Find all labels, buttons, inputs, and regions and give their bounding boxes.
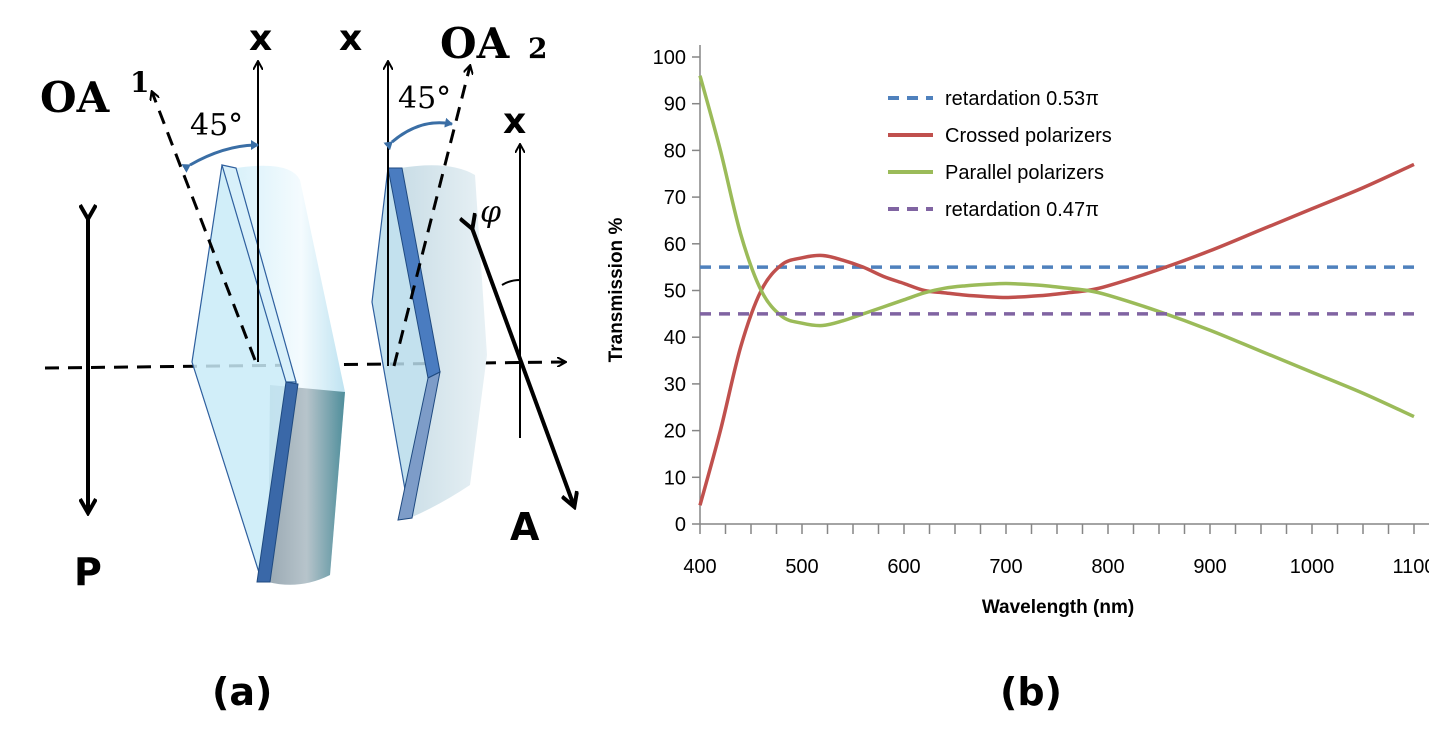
legend-label: retardation 0.53π xyxy=(945,88,1099,110)
optical-setup-diagram: P x x x OA 1 OA 2 45° 45° φ A (a) xyxy=(40,18,600,714)
y-tick-label: 40 xyxy=(664,327,686,349)
x-axis-label-2: x xyxy=(339,18,362,59)
optic-axis-1-subscript: 1 xyxy=(130,66,149,99)
series-line-parallel-polarizers xyxy=(698,75,1415,419)
x-tick-label: 1000 xyxy=(1290,556,1335,578)
x-tick-label: 500 xyxy=(785,556,818,578)
x-tick-label: 700 xyxy=(989,556,1022,578)
panel-label-a: (a) xyxy=(212,670,272,714)
analyzer-arrow xyxy=(472,228,574,506)
polarizer-label: P xyxy=(74,550,102,594)
legend-label: Parallel polarizers xyxy=(945,162,1104,184)
y-tick-label: 90 xyxy=(664,94,686,116)
y-tick-label: 30 xyxy=(664,374,686,396)
y-tick-label: 70 xyxy=(664,187,686,209)
x-tick-label: 1100 xyxy=(1392,556,1429,578)
x-tick-label: 400 xyxy=(683,556,716,578)
y-tick-label: 0 xyxy=(675,514,686,536)
y-tick-label: 60 xyxy=(664,234,686,256)
x-axis-label-3: x xyxy=(503,101,526,142)
x-tick-label: 600 xyxy=(887,556,920,578)
legend-label: Crossed polarizers xyxy=(945,125,1112,147)
angle-arc-1 xyxy=(181,140,259,173)
x-tick-label: 900 xyxy=(1193,556,1226,578)
panel-label-b: (b) xyxy=(1000,670,1062,714)
x-tick-label: 800 xyxy=(1091,556,1124,578)
x-axis-title: Wavelength (nm) xyxy=(982,597,1134,618)
angle-arc-2 xyxy=(383,117,453,151)
analyzer-label: A xyxy=(510,505,540,549)
phi-arc xyxy=(501,279,521,286)
angle-label-2: 45° xyxy=(398,81,451,116)
y-axis-title: Transmission % xyxy=(606,218,627,363)
legend-label: retardation 0.47π xyxy=(945,199,1099,221)
y-tick-label: 10 xyxy=(664,467,686,489)
y-tick-label: 80 xyxy=(664,140,686,162)
series-line-crossed-polarizers xyxy=(698,162,1415,506)
optic-axis-1-label: OA xyxy=(40,73,111,122)
angle-label-1: 45° xyxy=(190,108,243,143)
waveplate-2 xyxy=(371,165,487,521)
y-tick-label: 50 xyxy=(664,281,686,303)
y-tick-label: 100 xyxy=(653,47,686,69)
x-axis-label-1: x xyxy=(249,18,272,59)
waveplate-1 xyxy=(191,164,345,585)
optic-axis-2-label: OA xyxy=(440,19,511,68)
phi-label: φ xyxy=(480,195,501,230)
optic-axis-2-subscript: 2 xyxy=(528,32,547,65)
optic-axis-1-arrow xyxy=(152,92,257,361)
y-tick-label: 20 xyxy=(664,421,686,443)
optic-axis-2-arrow xyxy=(392,66,470,367)
